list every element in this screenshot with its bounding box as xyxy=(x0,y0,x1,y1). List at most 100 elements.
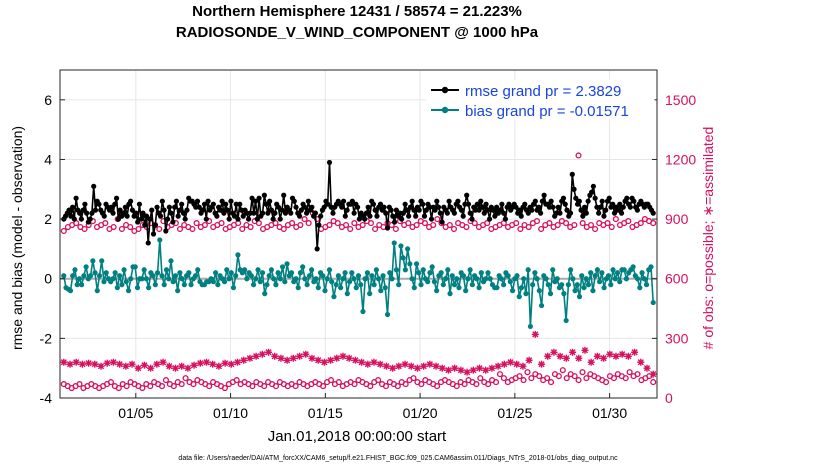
assimilated-obs-point xyxy=(283,356,291,364)
possible-obs-point xyxy=(525,223,532,231)
possible_low-obs-point xyxy=(516,373,523,380)
bias-point xyxy=(597,279,603,285)
rmse-point xyxy=(316,222,322,228)
bias-point xyxy=(523,291,529,297)
bias-point xyxy=(94,288,100,294)
assimilated-obs-point xyxy=(296,352,304,360)
rmse-point xyxy=(84,210,90,216)
rmse-point xyxy=(599,198,605,204)
bias-point xyxy=(425,279,431,285)
rmse-point xyxy=(571,186,577,192)
bias-point xyxy=(579,273,585,279)
assimilated-obs-point xyxy=(643,364,651,372)
rmse-point xyxy=(399,216,405,222)
bias-point xyxy=(358,282,364,288)
possible_low-obs-point xyxy=(351,381,358,388)
bias-point xyxy=(154,270,161,276)
rmse-point xyxy=(342,213,348,219)
possible-obs-point xyxy=(517,225,524,233)
possible_low-obs-point xyxy=(221,385,228,392)
rmse-point xyxy=(184,207,190,213)
rmse-point xyxy=(620,204,626,210)
bias-point xyxy=(483,276,489,282)
bias-point xyxy=(382,285,388,291)
bias-point xyxy=(67,288,74,294)
bias-point xyxy=(592,273,598,279)
rmse-point xyxy=(254,216,260,222)
assimilated-obs-point xyxy=(320,358,328,366)
assimilated-obs-point xyxy=(382,362,390,370)
assimilated-obs-point xyxy=(507,358,515,366)
rmse-point xyxy=(113,195,120,201)
rmse-point xyxy=(309,204,315,210)
possible_low-obs-point xyxy=(583,375,590,382)
rmse-point xyxy=(68,213,74,219)
assimilated-obs-point xyxy=(482,366,490,374)
possible-obs-point xyxy=(434,216,441,223)
possible-obs-point xyxy=(546,220,553,227)
possible-obs-point xyxy=(359,222,366,229)
bias-point xyxy=(469,282,475,288)
rmse-point xyxy=(112,201,118,207)
possible_low-obs-point xyxy=(434,383,441,390)
rmse-point xyxy=(365,204,371,210)
rmse-point xyxy=(478,198,484,204)
bias-point xyxy=(259,270,266,276)
bias-point xyxy=(507,279,513,285)
assimilated-obs-point xyxy=(351,356,359,364)
assimilated-obs-point xyxy=(469,366,477,374)
chart-title-line1: Northern Hemisphere 12431 / 58574 = 21.2… xyxy=(192,3,522,20)
rmse-point xyxy=(536,204,542,210)
bias-point xyxy=(340,276,346,282)
assimilated-obs-point xyxy=(562,354,570,362)
bias-point xyxy=(342,270,348,276)
bias-point xyxy=(288,270,295,276)
bias-point xyxy=(474,276,480,282)
possible-obs-point xyxy=(334,220,341,227)
bias-point xyxy=(279,264,286,270)
assimilated-obs-point xyxy=(432,362,440,370)
bias-point xyxy=(355,273,362,279)
rmse-point xyxy=(260,210,266,216)
rmse-point xyxy=(179,201,185,207)
rmse-point xyxy=(228,198,234,204)
assimilated-obs-point xyxy=(184,364,192,372)
bias-point xyxy=(177,270,183,276)
bias-point xyxy=(442,276,449,282)
bias-point xyxy=(630,264,636,270)
rmse-point xyxy=(196,204,202,210)
possible_low-obs-point xyxy=(206,383,213,390)
rmse-point xyxy=(77,210,83,216)
rmse-point xyxy=(221,210,227,216)
rmse-point xyxy=(217,207,223,213)
bias-point xyxy=(277,276,283,282)
possible_low-obs-point xyxy=(492,379,500,386)
rmse-point xyxy=(142,222,148,228)
assimilated-obs-point xyxy=(649,370,657,378)
assimilated-obs-point xyxy=(271,352,279,360)
assimilated-obs-point xyxy=(488,364,496,372)
possible-obs-point xyxy=(612,216,619,223)
bias-point xyxy=(92,270,98,276)
rmse-point xyxy=(555,204,561,210)
possible_low-obs-point xyxy=(461,381,468,388)
possible-obs-point xyxy=(625,218,632,225)
bias-point xyxy=(614,270,621,276)
rmse-point xyxy=(314,246,320,252)
bias-point xyxy=(335,273,342,279)
bias-point xyxy=(266,273,272,279)
bias-point xyxy=(431,279,438,285)
bias-point xyxy=(559,282,565,288)
bias-point xyxy=(637,285,643,291)
bias-point xyxy=(518,285,525,291)
y-left-tick-label: 6 xyxy=(44,92,52,108)
assimilated-obs-point xyxy=(420,362,428,370)
bias-point xyxy=(648,264,654,270)
assimilated-obs-point xyxy=(258,350,266,358)
rmse-point xyxy=(377,201,384,207)
rmse-point xyxy=(303,210,310,216)
bias-point xyxy=(215,282,221,288)
rmse-point xyxy=(145,240,151,246)
rmse-point xyxy=(223,201,229,207)
possible_low-obs-point xyxy=(410,375,417,382)
